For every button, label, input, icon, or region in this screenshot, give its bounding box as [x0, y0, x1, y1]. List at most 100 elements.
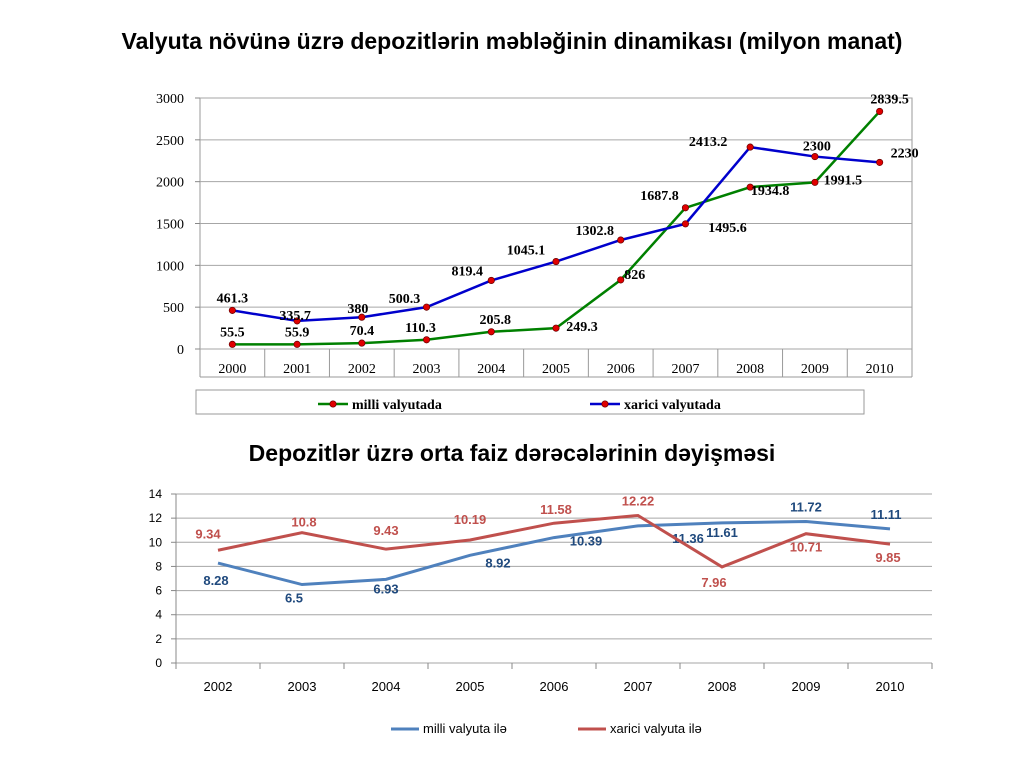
x-tick-label: 2001 [283, 362, 311, 377]
y-tick-label: 6 [155, 584, 162, 598]
series-line-xarici [217, 513, 891, 569]
data-point [681, 204, 690, 212]
data-label: 7.96 [701, 575, 726, 590]
x-tick-label: 2007 [624, 679, 653, 694]
x-tick-label: 2005 [456, 679, 485, 694]
data-point [552, 324, 560, 332]
data-point [746, 183, 754, 191]
data-label: 9.34 [195, 526, 221, 541]
legend-label: milli valyutada [352, 398, 442, 413]
deposit-amount-chart: 0 500 1000 1500 2000 2500 3000 2000 2001 2002 2003… [156, 92, 919, 415]
data-point [358, 339, 366, 347]
data-label: 10.39 [570, 534, 603, 549]
y-tick-label: 12 [149, 511, 163, 525]
data-point [552, 258, 560, 266]
data-point [487, 328, 495, 336]
y-tick-label: 500 [163, 301, 184, 316]
data-label: 55.5 [220, 325, 245, 340]
data-label: 1687.8 [640, 189, 679, 204]
data-label: 249.3 [566, 320, 598, 335]
legend-marker [329, 400, 337, 408]
data-label: 9.85 [875, 550, 900, 565]
data-point [746, 143, 754, 151]
x-tick-label: 2003 [413, 362, 441, 377]
data-label: 10.71 [790, 540, 823, 555]
data-label: 11.11 [870, 507, 901, 522]
data-label: 8.92 [485, 555, 510, 570]
data-label: 6.93 [373, 581, 398, 596]
legend-marker [601, 400, 609, 408]
y-tick-label: 0 [177, 343, 184, 358]
data-label: 10.8 [291, 515, 316, 530]
data-point [876, 158, 884, 166]
data-label: 12.22 [622, 493, 655, 508]
data-label: 9.43 [373, 523, 398, 538]
chart2-title: Depozitlər üzrə orta faiz dərəcələrinin … [248, 440, 776, 466]
data-label: 826 [624, 268, 645, 283]
data-label: 6.5 [285, 591, 303, 606]
x-tick-label: 2010 [876, 679, 905, 694]
data-label: 1934.8 [751, 184, 790, 199]
x-tick-label: 2000 [218, 362, 246, 377]
x-tick-label: 2007 [671, 362, 699, 377]
data-point [617, 276, 625, 284]
data-label: 380 [347, 302, 368, 317]
data-label: 819.4 [452, 264, 484, 279]
data-label: 70.4 [350, 324, 375, 339]
x-tick-label: 2009 [792, 679, 821, 694]
data-point [228, 340, 236, 348]
data-label: 2300 [803, 140, 831, 155]
data-label: 55.9 [285, 325, 310, 340]
data-label: 2839.5 [870, 92, 909, 107]
y-tick-label: 1500 [156, 218, 184, 233]
data-point [293, 340, 301, 348]
y-tick-label: 2500 [156, 134, 184, 149]
legend-label: xarici valyuta ilə [610, 721, 702, 736]
series-line-milli [217, 520, 891, 587]
data-point [228, 306, 236, 314]
data-point [876, 107, 884, 115]
x-tick-label: 2005 [542, 362, 570, 377]
x-tick-label: 2008 [736, 362, 764, 377]
data-label: 2413.2 [689, 135, 728, 150]
data-label: 1045.1 [507, 244, 546, 259]
data-point [422, 336, 431, 344]
data-label: 11.58 [540, 502, 572, 517]
y-tick-label: 1000 [156, 259, 184, 274]
data-label: 205.8 [480, 313, 512, 328]
y-tick-label: 8 [155, 559, 162, 573]
data-point [811, 153, 819, 161]
data-label: 335.7 [279, 309, 311, 324]
data-point [681, 220, 690, 228]
x-tick-label: 2009 [801, 362, 829, 377]
data-point [293, 317, 301, 325]
y-tick-label: 0 [155, 656, 162, 670]
data-point [487, 276, 495, 284]
x-tick-label: 2004 [372, 679, 401, 694]
data-point [811, 178, 819, 186]
y-tick-label: 3000 [156, 92, 184, 107]
data-label: 10.19 [454, 512, 487, 527]
y-tick-label: 2000 [156, 176, 184, 191]
y-tick-label: 14 [149, 487, 163, 501]
data-point [422, 303, 431, 311]
x-tick-label: 2003 [288, 679, 317, 694]
x-tick-label: 2006 [607, 362, 635, 377]
x-tick-label: 2002 [348, 362, 376, 377]
data-point [358, 313, 366, 321]
data-label: 461.3 [217, 291, 249, 306]
data-label: 110.3 [405, 321, 436, 336]
legend-label: milli valyuta ilə [423, 721, 507, 736]
x-tick-label: 2004 [477, 362, 505, 377]
y-tick-label: 4 [155, 608, 162, 622]
data-label: 11.72 [790, 500, 822, 515]
x-tick-label: 2006 [540, 679, 569, 694]
y-tick-label: 10 [149, 535, 163, 549]
data-label: 1302.8 [575, 224, 614, 239]
data-label: 2230 [891, 146, 919, 161]
legend-box [195, 389, 865, 415]
x-tick-label: 2002 [204, 679, 233, 694]
data-label: 1495.6 [708, 221, 747, 236]
data-point [617, 236, 625, 244]
